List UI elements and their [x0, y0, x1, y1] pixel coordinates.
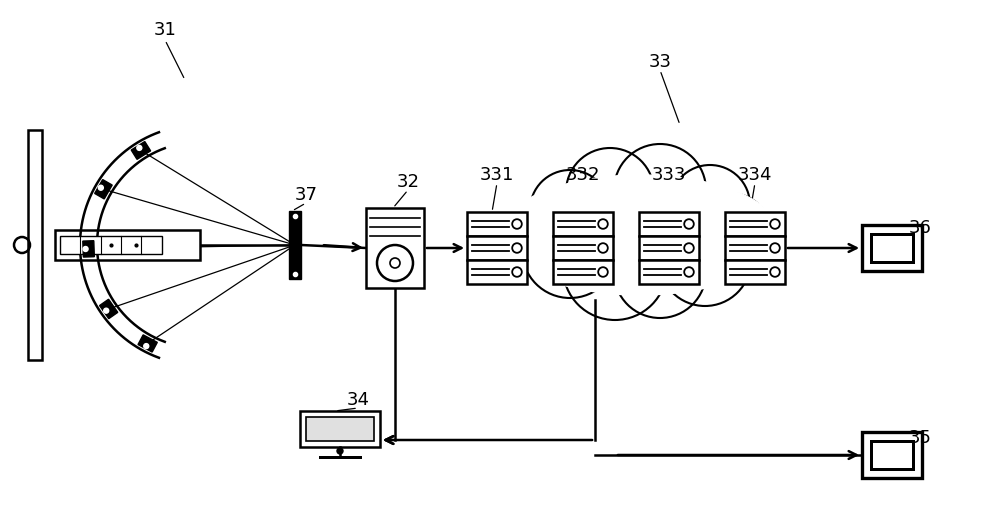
Bar	[60, 236, 162, 254]
Circle shape	[614, 226, 706, 318]
Text: 334: 334	[738, 166, 772, 184]
Circle shape	[659, 214, 751, 306]
Polygon shape	[138, 335, 157, 352]
Text: 36: 36	[909, 219, 931, 237]
Bar	[467, 260, 527, 284]
Bar	[366, 208, 424, 288]
Circle shape	[563, 216, 667, 320]
Ellipse shape	[500, 175, 780, 295]
Bar	[553, 260, 613, 284]
Bar	[639, 212, 699, 236]
Bar	[871, 441, 913, 469]
Circle shape	[137, 145, 142, 151]
Circle shape	[104, 308, 109, 313]
Circle shape	[530, 170, 610, 250]
Circle shape	[83, 246, 88, 252]
Circle shape	[566, 148, 654, 236]
Polygon shape	[83, 241, 94, 257]
Bar	[467, 236, 527, 260]
Bar	[55, 230, 200, 260]
Text: 37: 37	[294, 186, 318, 204]
Text: 32: 32	[396, 173, 420, 191]
Bar	[725, 212, 785, 236]
Bar	[862, 432, 922, 478]
Circle shape	[337, 448, 343, 454]
Bar	[639, 236, 699, 260]
Text: 35: 35	[908, 429, 932, 447]
Bar	[871, 234, 913, 262]
Bar	[639, 260, 699, 284]
Text: 331: 331	[480, 166, 514, 184]
Bar	[300, 411, 380, 447]
Bar	[862, 225, 922, 271]
Polygon shape	[131, 142, 151, 160]
Bar	[28, 130, 42, 360]
Circle shape	[670, 165, 750, 245]
Bar	[725, 260, 785, 284]
Text: 333: 333	[652, 166, 686, 184]
Polygon shape	[95, 180, 112, 199]
Polygon shape	[100, 299, 118, 319]
Text: 33: 33	[648, 53, 672, 71]
Bar	[553, 236, 613, 260]
Text: 31: 31	[154, 21, 176, 39]
Bar	[725, 236, 785, 260]
Bar	[289, 211, 301, 279]
Text: 332: 332	[566, 166, 600, 184]
Circle shape	[98, 186, 103, 190]
Circle shape	[688, 193, 772, 277]
Text: 34: 34	[347, 391, 370, 409]
Bar	[467, 212, 527, 236]
Bar	[306, 417, 374, 441]
Bar	[553, 212, 613, 236]
Circle shape	[614, 144, 706, 236]
Circle shape	[144, 343, 149, 349]
Circle shape	[522, 202, 618, 298]
